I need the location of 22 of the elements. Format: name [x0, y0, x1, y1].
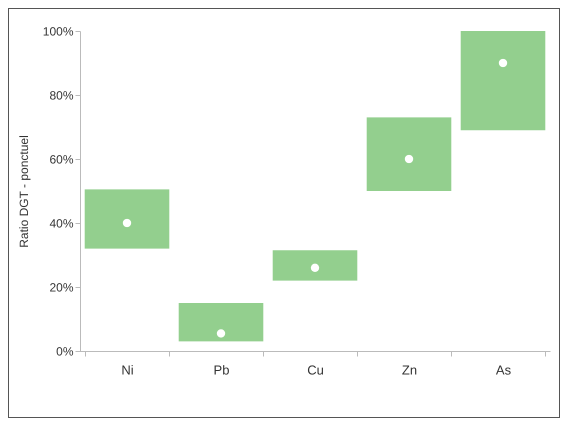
- x-tick-label: Pb: [214, 362, 230, 378]
- y-tick-label: 60%: [49, 152, 74, 166]
- point: [310, 264, 320, 272]
- y-tick-label: 0%: [56, 344, 74, 358]
- y-tick-label: 40%: [49, 216, 74, 230]
- point: [404, 154, 414, 164]
- point: [216, 329, 226, 338]
- x-tick-label: As: [496, 362, 512, 378]
- y-tick-label: 100%: [42, 24, 74, 38]
- bar: [272, 250, 358, 281]
- bar: [460, 31, 546, 130]
- point: [122, 218, 132, 228]
- y-tick-label: 80%: [49, 88, 74, 102]
- x-tick-label: Ni: [121, 362, 134, 378]
- bar: [366, 117, 452, 191]
- y-axis-title: Ratio DGT - ponctuel: [16, 135, 31, 248]
- bar: [178, 303, 264, 342]
- y-tick-label: 20%: [49, 280, 74, 294]
- bar: [84, 189, 170, 249]
- x-tick-label: Cu: [307, 362, 324, 378]
- point: [498, 58, 508, 68]
- x-tick-label: Zn: [402, 362, 418, 378]
